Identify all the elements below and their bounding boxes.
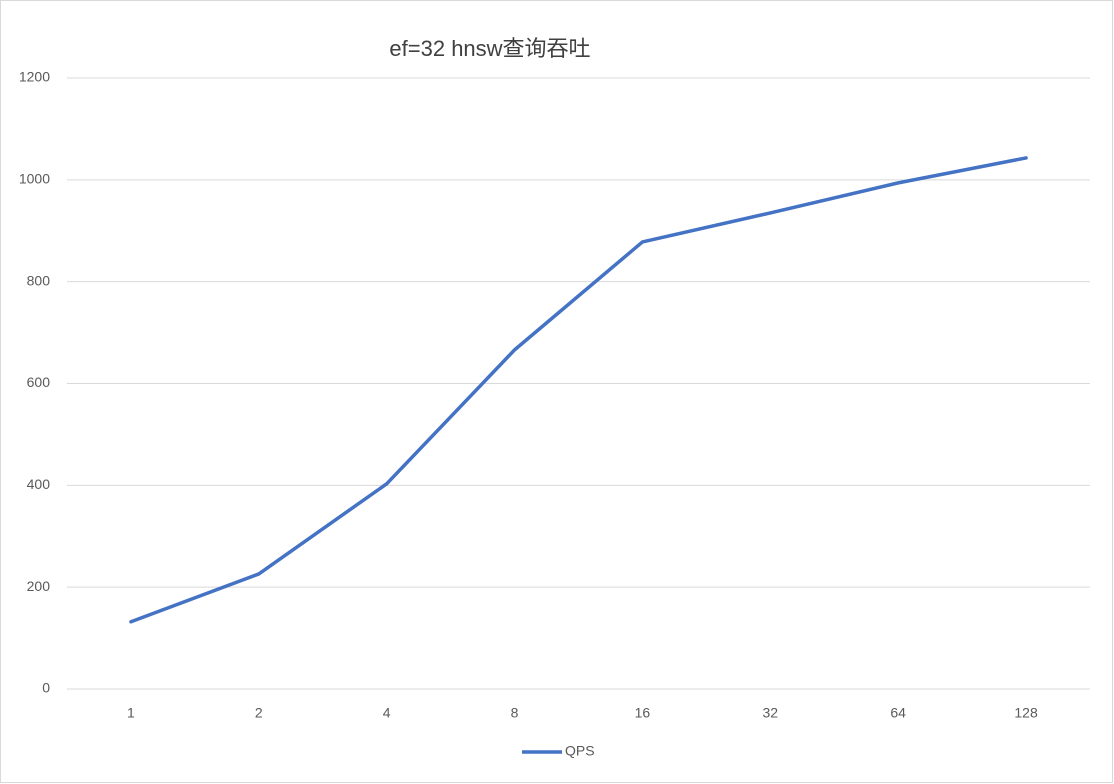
y-tick-label: 0	[42, 680, 50, 696]
x-tick-label: 2	[255, 705, 263, 721]
x-tick-label: 16	[635, 705, 651, 721]
x-tick-label: 1	[127, 705, 135, 721]
x-tick-label: 64	[890, 705, 906, 721]
chart-title: ef=32 hnsw查询吞吐	[389, 36, 590, 61]
data-line	[129, 156, 1028, 624]
legend-label: QPS	[565, 743, 595, 759]
y-tick-label: 1200	[19, 69, 50, 85]
x-tick-label: 8	[511, 705, 519, 721]
y-tick-label: 400	[27, 476, 51, 492]
y-tick-label: 800	[27, 272, 51, 288]
x-tick-label: 4	[383, 705, 391, 721]
x-tick-label: 32	[763, 705, 779, 721]
y-tick-label: 600	[27, 374, 51, 390]
y-tick-label: 200	[27, 578, 51, 594]
y-tick-label: 1000	[19, 171, 50, 187]
x-tick-label: 128	[1014, 705, 1038, 721]
